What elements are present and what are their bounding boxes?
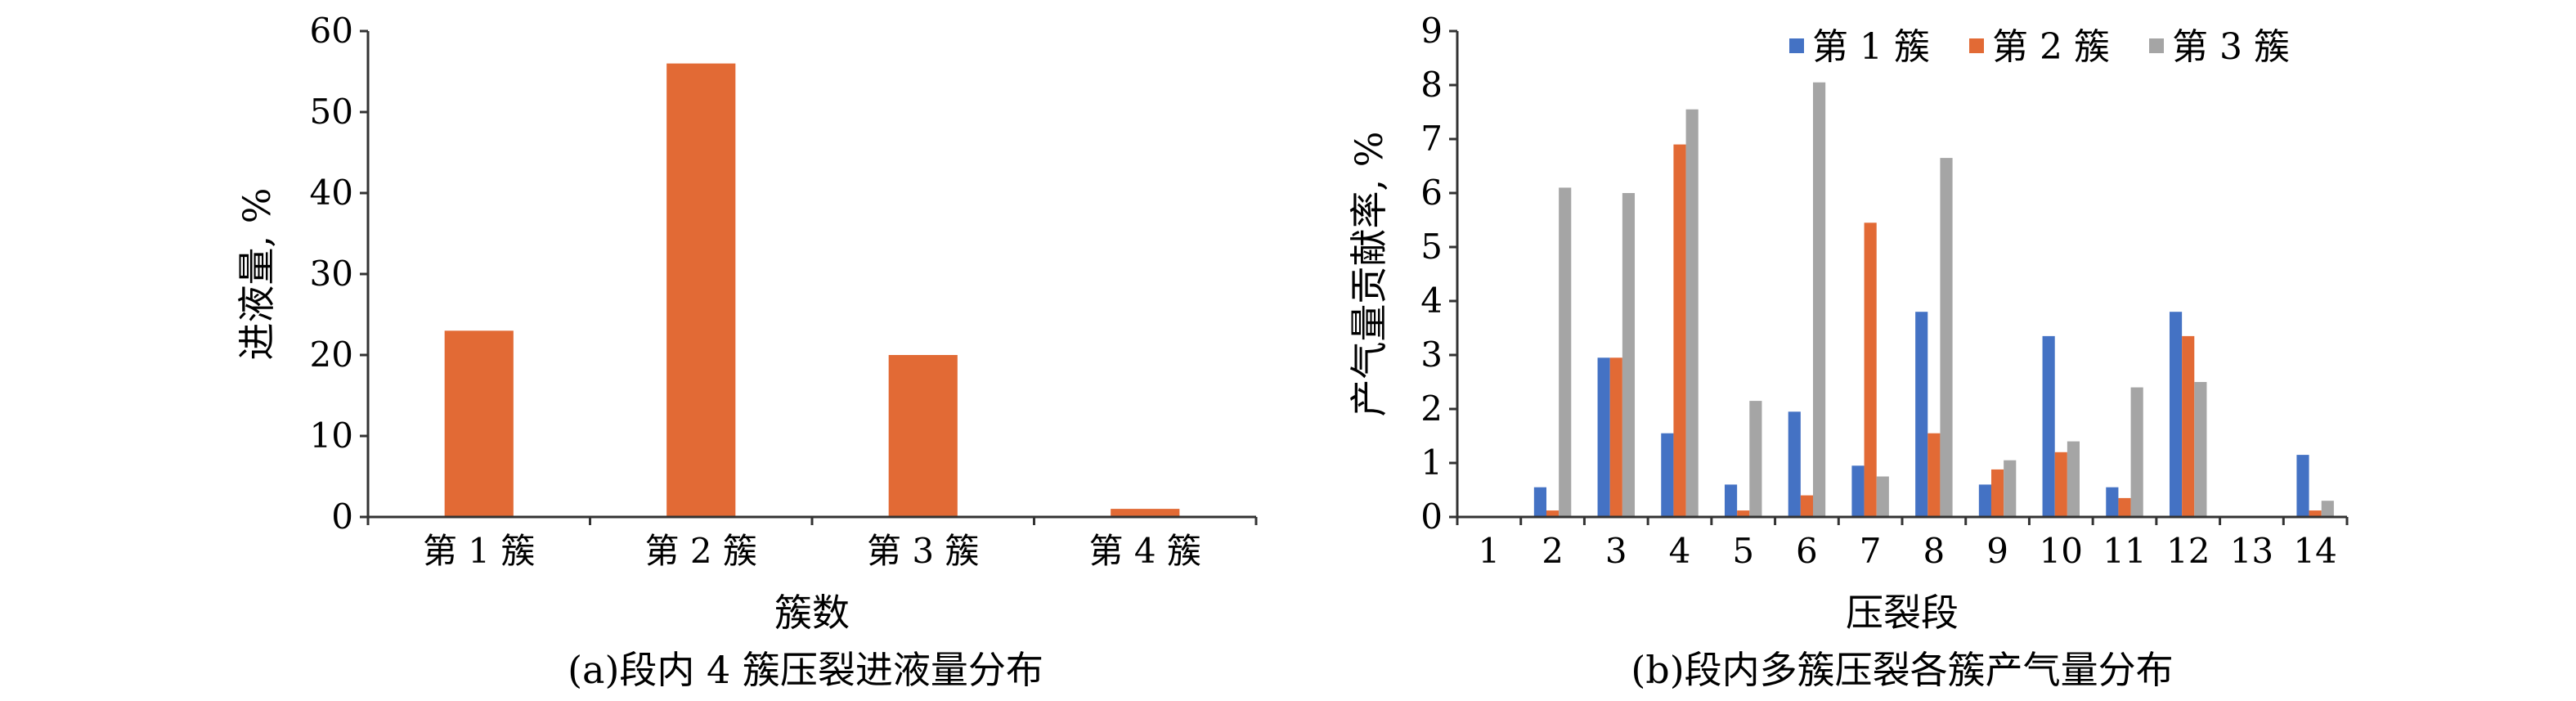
y-tick-label: 2 — [1420, 389, 1443, 429]
bar — [1533, 487, 1546, 517]
x-tick-label: 第 1 簇 — [423, 531, 535, 571]
y-tick-label: 40 — [310, 173, 353, 213]
chart-b-y-axis-title: 产气量贡献率, % — [1347, 132, 1391, 417]
x-tick-label: 12 — [2166, 531, 2210, 571]
x-tick-label: 2 — [1542, 531, 1564, 571]
chart-a-bars — [444, 63, 1180, 518]
bar — [666, 63, 736, 518]
bar — [2194, 382, 2207, 517]
y-tick-label: 9 — [1420, 11, 1443, 51]
x-tick-label: 第 4 簇 — [1089, 531, 1201, 571]
y-tick-label: 7 — [1420, 119, 1443, 159]
chart-a-y-ticks: 0 10 20 30 40 50 60 — [310, 11, 368, 537]
y-tick-label: 1 — [1420, 443, 1443, 483]
bar — [1813, 82, 1826, 517]
bar — [1622, 193, 1636, 517]
bar — [1978, 484, 1991, 517]
bar — [2042, 335, 2055, 517]
y-tick-label: 8 — [1420, 65, 1443, 105]
bar — [2169, 312, 2183, 517]
y-tick-label: 60 — [310, 11, 353, 51]
y-tick-label: 4 — [1420, 281, 1443, 321]
bar — [444, 330, 514, 517]
bar — [2296, 455, 2309, 517]
y-tick-label: 5 — [1420, 227, 1443, 267]
bar — [2118, 497, 2131, 517]
x-tick-label: 11 — [2103, 531, 2146, 571]
x-tick-label: 7 — [1860, 531, 1882, 571]
bar — [1876, 476, 1889, 517]
bar — [1673, 144, 1686, 517]
x-tick-label: 6 — [1796, 531, 1818, 571]
y-tick-label: 20 — [310, 335, 353, 375]
x-tick-label: 1 — [1478, 531, 1500, 571]
chart-b-legend: 第 1 簇 第 2 簇 第 3 簇 — [1789, 26, 2290, 68]
y-tick-label: 6 — [1420, 173, 1443, 213]
bar — [2309, 510, 2322, 517]
bar — [1546, 510, 1560, 517]
chart-b-caption: (b)段内多簇压裂各簇产气量分布 — [1631, 648, 2173, 692]
legend-swatch — [1969, 38, 1984, 53]
bar — [1111, 509, 1180, 517]
legend-label: 第 3 簇 — [2172, 26, 2290, 68]
bar — [1928, 433, 1941, 517]
bar — [2004, 460, 2017, 517]
bar — [888, 355, 958, 517]
y-tick-label: 3 — [1420, 335, 1443, 375]
y-tick-label: 30 — [310, 254, 353, 294]
y-tick-label: 10 — [310, 416, 353, 456]
legend-label: 第 1 簇 — [1812, 26, 1930, 68]
bar — [1749, 401, 1762, 517]
bar — [1851, 465, 1865, 517]
x-tick-label: 13 — [2230, 531, 2273, 571]
bar — [2130, 387, 2143, 517]
x-tick-label: 9 — [1986, 531, 2008, 571]
legend-swatch — [1789, 38, 1804, 53]
y-tick-label: 0 — [331, 497, 353, 537]
bar — [2321, 501, 2334, 517]
x-tick-label: 10 — [2040, 531, 2083, 571]
x-tick-label: 8 — [1923, 531, 1945, 571]
bar — [1609, 357, 1622, 517]
bar — [1940, 158, 1953, 517]
bar — [1597, 357, 1610, 517]
x-tick-label: 第 2 簇 — [645, 531, 757, 571]
bar — [2182, 335, 2195, 517]
bar — [2106, 487, 2119, 517]
bar — [1737, 510, 1750, 517]
bar — [1864, 222, 1877, 517]
legend-swatch — [2149, 38, 2164, 53]
chart-a: 0 10 20 30 40 50 60 第 1 簇 第 2 簇 第 3 簇 第 4 簇 簇数 进液… — [235, 11, 1258, 692]
bar — [1915, 312, 1928, 517]
y-tick-label: 0 — [1420, 497, 1443, 537]
chart-b: 0123456789 1 2 3 4 5 6 7 8 9 10 11 12 13 14 第 1 簇第 2 … — [1347, 11, 2349, 692]
x-tick-label: 14 — [2293, 531, 2336, 571]
bar — [1800, 495, 1814, 517]
chart-a-y-axis-title: 进液量, % — [235, 188, 279, 361]
bar — [2054, 452, 2067, 517]
bar — [2067, 441, 2080, 517]
legend-label: 第 2 簇 — [1992, 26, 2110, 68]
chart-b-bars — [1533, 82, 2334, 517]
bar — [1788, 411, 1801, 517]
chart-a-x-axis-title: 簇数 — [774, 591, 850, 635]
bar — [1724, 484, 1738, 517]
x-tick-label: 5 — [1732, 531, 1754, 571]
bar — [1990, 469, 2004, 517]
x-tick-label: 4 — [1669, 531, 1691, 571]
x-tick-label: 第 3 簇 — [867, 531, 979, 571]
bar — [1661, 433, 1674, 517]
chart-b-y-ticks: 0 1 2 3 4 5 6 7 8 9 — [1420, 11, 1457, 537]
bar — [1685, 109, 1699, 517]
bar — [1559, 187, 1572, 517]
x-tick-label: 3 — [1605, 531, 1627, 571]
chart-b-x-ticks: 1 2 3 4 5 6 7 8 9 10 11 12 13 14 — [1456, 517, 2349, 571]
chart-a-x-ticks: 第 1 簇 第 2 簇 第 3 簇 第 4 簇 — [366, 517, 1258, 571]
y-tick-label: 50 — [310, 92, 353, 132]
chart-b-x-axis-title: 压裂段 — [1846, 591, 1959, 635]
chart-a-caption: (a)段内 4 簇压裂进液量分布 — [568, 648, 1043, 692]
